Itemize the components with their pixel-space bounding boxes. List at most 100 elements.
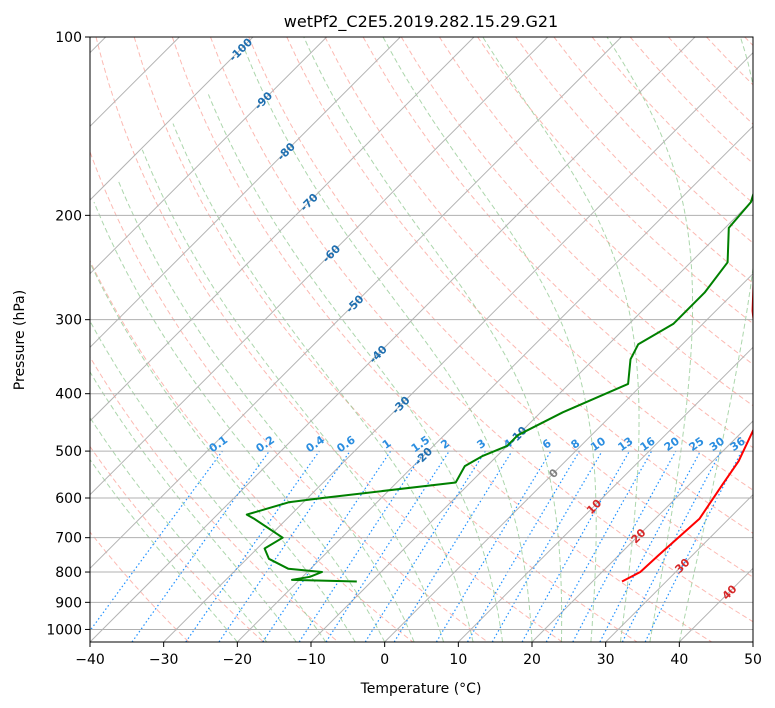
dry-adiabat [324, 37, 753, 491]
isotherm-line [605, 493, 753, 642]
isotherm-line [236, 125, 753, 642]
dry-adiabat [286, 37, 753, 534]
moist-adiabat [93, 201, 386, 642]
moist-adiabat [303, 37, 563, 642]
pressure-grid [90, 37, 753, 630]
isotherm-label: 10 [584, 497, 604, 517]
isotherm-line [457, 346, 753, 642]
x-tick-label: 30 [597, 652, 615, 668]
moist-adiabat [90, 370, 297, 642]
dry-adiabat [438, 37, 753, 366]
mixing-ratio-line [218, 450, 351, 642]
mixing-ratio-line [90, 450, 223, 632]
isotherm-line [531, 420, 753, 642]
mixing-ratio-line [599, 450, 702, 642]
dewpoint-profile [245, 191, 753, 583]
mixing-ratio-label: 1 [380, 437, 394, 452]
mixing-ratio-label: 0.1 [207, 433, 230, 455]
mixing-ratio-line [521, 450, 631, 642]
dry-adiabat [133, 37, 638, 642]
isotherm-line [90, 37, 549, 496]
y-tick-label: 700 [55, 531, 82, 547]
dry-adiabat [171, 37, 713, 642]
isotherm-line [384, 272, 753, 642]
background-lines [90, 37, 753, 642]
isotherm-label: -70 [298, 191, 321, 214]
mixing-ratio-line [185, 450, 320, 642]
moist-adiabat [117, 180, 415, 642]
moist-adiabat [244, 49, 533, 642]
plot-frame [89, 36, 754, 643]
moist-adiabat [382, 37, 597, 642]
x-axis-label: Temperature (°C) [360, 681, 482, 697]
x-tick-label: 10 [449, 652, 467, 668]
moist-adiabat [90, 458, 238, 642]
y-axis: 100 200 300 400 500 600 700 800 900 1000 [46, 30, 90, 638]
mixing-ratio-line [572, 450, 677, 642]
dry-adiabat [248, 37, 753, 578]
isotherm-label: -80 [275, 140, 298, 163]
dry-adiabat [90, 150, 489, 642]
dry-adiabat [90, 259, 414, 642]
isotherm-line [678, 567, 753, 642]
y-tick-label: 1000 [46, 622, 82, 638]
y-tick-label: 600 [55, 491, 82, 507]
moist-adiabat [172, 123, 474, 642]
mixing-ratio-line [644, 450, 743, 642]
mixing-ratio-label: 0.4 [304, 433, 328, 455]
isotherm-line [90, 37, 328, 275]
y-tick-label: 400 [55, 387, 82, 403]
dry-adiabat [362, 37, 753, 449]
moist-adiabat [678, 37, 753, 642]
x-tick-label: 50 [744, 652, 762, 668]
mixing-ratio-line [393, 450, 513, 642]
mixing-ratio-line [262, 450, 392, 642]
mixing-ratio-line [325, 450, 450, 642]
moist-adiabat [482, 37, 640, 642]
isotherm-line [90, 37, 696, 642]
y-tick-label: 300 [55, 313, 82, 329]
mixing-ratio-line [131, 450, 270, 642]
isotherm-line [90, 37, 475, 422]
isotherm-line [90, 37, 254, 201]
moist-adiabat [90, 320, 327, 642]
moist-adiabat [90, 416, 268, 642]
x-axis: −40 −30 −20 −10 0 10 20 30 40 50 [75, 642, 762, 668]
isotherm-line [310, 199, 753, 642]
profile-lines [245, 191, 753, 583]
mixing-ratio-label: 0.2 [254, 433, 277, 455]
mixing-ratio-label: 8 [569, 437, 583, 452]
y-tick-label: 500 [55, 444, 82, 460]
x-tick-label: −20 [223, 652, 253, 668]
moist-adiabat [90, 261, 356, 642]
y-tick-label: 100 [55, 30, 82, 46]
x-tick-label: −30 [149, 652, 179, 668]
isotherm-line [163, 51, 753, 642]
isotherm-line [752, 641, 753, 642]
x-tick-label: 20 [523, 652, 541, 668]
mixing-ratio-label: 6 [540, 437, 554, 452]
y-tick-label: 200 [55, 208, 82, 224]
mixing-ratio-line [298, 450, 425, 642]
dry-adiabat [210, 37, 753, 623]
x-tick-label: 40 [670, 652, 688, 668]
y-tick-label: 800 [55, 565, 82, 581]
mixing-ratio-label: 2 [438, 437, 452, 452]
x-tick-label: −10 [296, 652, 326, 668]
moist-adiabat [207, 94, 503, 642]
y-axis-label: Pressure (hPa) [12, 290, 28, 390]
temperature-profile [621, 270, 753, 583]
isotherm-line [90, 37, 622, 570]
x-tick-label: 0 [380, 652, 389, 668]
isotherm-label: -90 [252, 89, 275, 112]
mixing-ratio-line [545, 450, 653, 642]
mixing-ratio-line [466, 450, 580, 642]
moist-adiabat [606, 37, 694, 642]
y-tick-label: 900 [55, 595, 82, 611]
chart-title: wetPf2_C2E5.2019.282.15.29.G21 [284, 12, 558, 32]
dry-adiabat [744, 37, 753, 47]
dry-adiabat [90, 445, 265, 642]
x-tick-label: −40 [75, 652, 105, 668]
isotherm-label: -100 [226, 35, 255, 64]
